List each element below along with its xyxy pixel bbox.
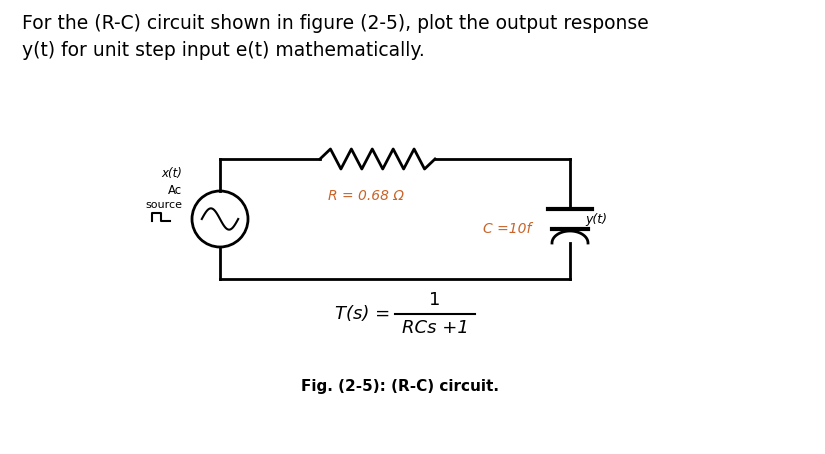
Text: source: source (145, 200, 182, 210)
Text: RCs +1: RCs +1 (402, 319, 469, 337)
Text: y(t): y(t) (585, 212, 607, 226)
Text: x(t): x(t) (161, 167, 182, 180)
Text: 1: 1 (429, 291, 441, 309)
Text: R = 0.68 Ω: R = 0.68 Ω (328, 189, 403, 203)
Text: C =10f: C =10f (483, 222, 531, 236)
Text: T(s) =: T(s) = (335, 305, 390, 323)
Text: Fig. (2-5): (R-C) circuit.: Fig. (2-5): (R-C) circuit. (301, 379, 499, 394)
Text: Ac: Ac (167, 184, 182, 197)
Text: For the (R-C) circuit shown in figure (2-5), plot the output response: For the (R-C) circuit shown in figure (2… (22, 14, 648, 33)
Text: y(t) for unit step input e(t) mathematically.: y(t) for unit step input e(t) mathematic… (22, 41, 425, 60)
